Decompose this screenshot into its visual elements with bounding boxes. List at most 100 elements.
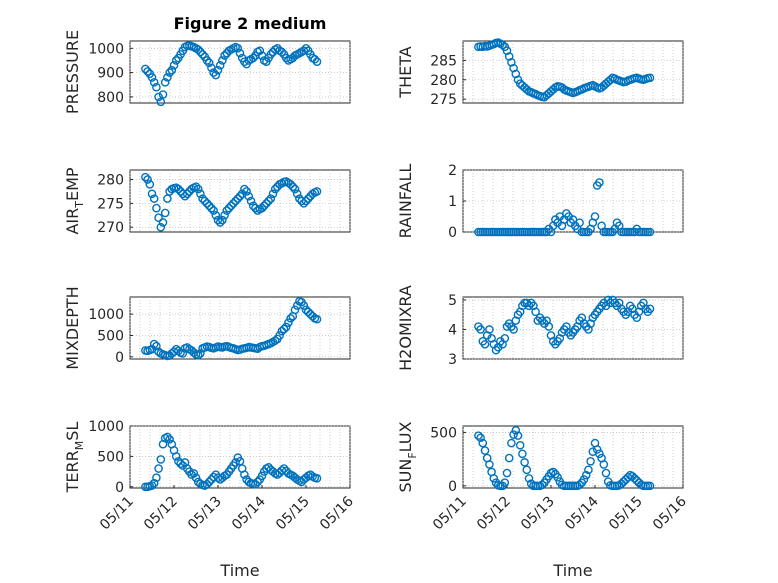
data-point	[154, 92, 163, 102]
data-point	[500, 334, 510, 343]
data-point	[198, 50, 207, 59]
data-point	[257, 471, 267, 481]
data-point	[592, 445, 602, 454]
data-point	[149, 339, 159, 349]
data-point	[198, 194, 207, 203]
data-point	[154, 213, 163, 222]
data-point	[522, 85, 532, 94]
data-point	[277, 47, 287, 57]
data-point	[645, 227, 655, 237]
data-point	[299, 199, 309, 208]
data-point	[253, 477, 262, 487]
data-point	[513, 431, 523, 440]
data-point	[154, 347, 163, 357]
data-point	[141, 64, 150, 74]
data-point	[233, 194, 243, 203]
x-tick-label: 05/14	[562, 493, 602, 533]
data-point	[193, 45, 203, 54]
figure-title: Figure 2 medium	[174, 14, 327, 33]
data-point	[143, 175, 152, 184]
data-point	[218, 56, 227, 65]
data-point	[141, 172, 150, 182]
data-point	[312, 57, 322, 66]
data-point	[290, 305, 300, 315]
data-point	[303, 194, 313, 203]
data-point	[174, 184, 183, 194]
data-point	[259, 201, 269, 211]
data-point	[645, 73, 655, 83]
data-point	[520, 458, 529, 467]
data-point	[204, 477, 214, 487]
data-point	[147, 481, 157, 490]
data-point	[213, 215, 223, 225]
data-point	[178, 349, 188, 358]
y-tick-label: 285	[430, 53, 457, 69]
data-point	[209, 206, 218, 215]
data-point	[509, 325, 518, 334]
x-tick-label: 05/12	[141, 494, 181, 534]
data-point	[511, 425, 521, 435]
data-point	[266, 194, 276, 203]
data-point	[235, 48, 245, 58]
y-tick-label: 1	[448, 194, 457, 210]
x-tick-label: 05/13	[185, 494, 225, 534]
data-point	[149, 478, 159, 488]
data-point	[180, 191, 190, 201]
data-point	[262, 199, 271, 208]
x-tick-label: 05/11	[430, 494, 470, 534]
data-point	[211, 70, 221, 80]
data-point	[312, 187, 322, 196]
data-point	[202, 480, 212, 489]
y-axis-label: THETA	[396, 46, 415, 98]
data-point	[288, 182, 298, 191]
data-point	[619, 477, 628, 486]
data-point	[229, 199, 238, 208]
data-point	[268, 189, 278, 199]
data-point	[163, 73, 172, 82]
data-point	[306, 309, 315, 319]
data-point	[281, 322, 291, 332]
subplot-h2omixra: 3 4 5 H2OMIXRA	[396, 285, 684, 371]
y-axis-label: MIXDEPTH	[63, 286, 82, 369]
data-point	[158, 90, 168, 99]
data-point	[145, 180, 155, 189]
data-point	[270, 336, 280, 345]
data-point	[645, 481, 655, 491]
data-point	[182, 189, 192, 199]
x-tick-label: 05/15	[273, 494, 313, 534]
data-point	[478, 438, 488, 448]
data-point	[204, 58, 214, 68]
data-point	[202, 199, 212, 208]
data-point	[630, 474, 639, 483]
data-point	[215, 218, 225, 227]
data-point	[171, 56, 181, 65]
data-point	[257, 203, 267, 213]
data-point	[160, 208, 170, 218]
y-tick-label: 900	[97, 66, 124, 82]
data-point	[196, 47, 205, 57]
data-point	[595, 178, 604, 187]
data-point	[584, 465, 593, 475]
y-tick-label: 0	[115, 350, 124, 366]
data-point	[553, 473, 562, 482]
data-point	[537, 480, 547, 490]
data-point	[292, 189, 302, 199]
data-point	[160, 78, 170, 87]
subplot-air_temp: 270 275 280 AIRTEMP	[63, 167, 351, 236]
y-axis-label: H2OMIXRA	[396, 285, 415, 371]
data-point	[246, 196, 256, 206]
data-point	[632, 476, 642, 485]
data-point	[222, 206, 232, 215]
x-tick-label: 05/16	[317, 493, 357, 533]
data-point	[220, 51, 229, 60]
data-point	[518, 449, 527, 459]
data-point	[207, 203, 216, 213]
data-point	[233, 43, 243, 53]
data-point	[628, 471, 637, 481]
y-tick-label: 5	[448, 293, 457, 309]
subplot-sun_flux: 0 500 05/11 05/12 05/13 05/14 05/15 05/16 Time SU…	[396, 421, 690, 580]
data-point	[220, 211, 229, 220]
subplot-mixdepth: 0 500 1000 MIXDEPTH	[63, 286, 351, 370]
data-point	[270, 184, 280, 194]
y-tick-label: 1000	[88, 419, 124, 435]
